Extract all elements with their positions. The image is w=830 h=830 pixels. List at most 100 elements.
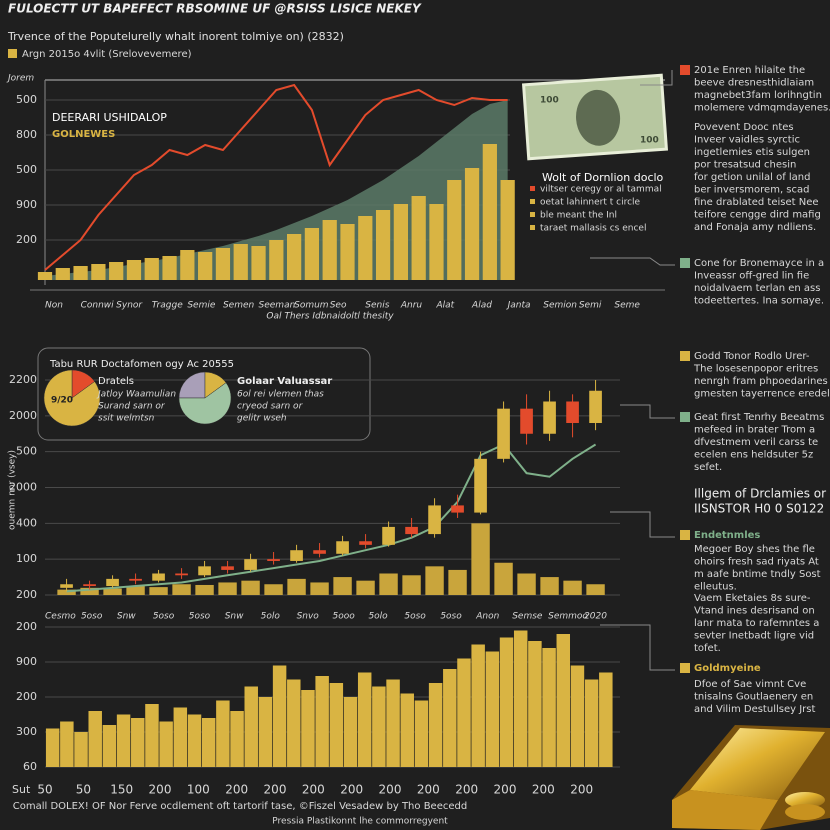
y-tick-label: 500 <box>16 163 37 176</box>
side-note: lanr mata to rafemntes a <box>694 618 819 629</box>
pie-note: Surand sarn or <box>98 402 166 412</box>
pie-note: gelitr wseh <box>237 414 287 424</box>
bar <box>195 584 214 595</box>
x-tick-label: 200 <box>494 783 517 797</box>
bar <box>55 268 70 280</box>
side-note: and Vilim Destullsey Jrst <box>694 704 815 715</box>
side-note: magnebet3fam lorihngtin <box>694 90 822 101</box>
pie-title: Golaar Valuassar <box>237 376 332 387</box>
x-tick-label: 5oso <box>153 612 175 622</box>
side-note: molemere vdmqmdayenes. <box>694 103 830 114</box>
side-note: sefet. <box>694 462 722 473</box>
x-tick-label: 2020 <box>584 612 607 622</box>
legend-swatch <box>530 225 535 230</box>
pie-slice <box>178 382 232 425</box>
bar <box>201 718 216 767</box>
x-tick-label: 200 <box>302 783 325 797</box>
side-note: Goldmyeine <box>694 663 761 674</box>
side-note: gmesten tayerrence eredel. <box>694 389 830 400</box>
side-note: sevter Inetbadt ligre vid <box>694 631 814 642</box>
x-tick-label: Semen <box>223 301 255 311</box>
legend-item: oetat lahinnert t circle <box>540 198 641 208</box>
bar <box>301 690 315 767</box>
swatch <box>680 412 690 422</box>
legend-label: Argn 2015o 4vlit (Srelovevemere) <box>22 49 192 60</box>
bar <box>172 584 191 595</box>
x-tick-label: 5oso <box>189 612 211 622</box>
x-axis-title: Sut <box>12 783 31 796</box>
y-tick-label: 500 <box>16 93 37 106</box>
y-tick-label: 2000 <box>9 409 37 422</box>
bar <box>471 523 490 595</box>
bar <box>145 704 159 767</box>
bar <box>180 250 195 280</box>
bar <box>494 562 513 595</box>
bar <box>386 679 400 767</box>
candle-body <box>221 566 234 570</box>
x-tick-label: Anon <box>475 612 499 622</box>
candle-body <box>474 458 487 513</box>
bar <box>233 244 248 280</box>
x-tick-label: 200 <box>379 783 402 797</box>
bar <box>443 669 457 767</box>
bar <box>162 256 177 280</box>
y-tick-label: 200 <box>16 233 37 246</box>
candle-body <box>198 566 211 576</box>
bar <box>116 714 131 767</box>
annotation: DEERARI USHIDALOP <box>52 111 167 124</box>
bar <box>241 580 260 595</box>
side-note: nenrgh fram phpoedarines <box>694 376 828 387</box>
bar <box>304 228 320 280</box>
side-note: ingetlemies etis sulgen <box>694 147 810 158</box>
bar <box>599 672 613 767</box>
x-tick-label: 150 <box>110 783 133 797</box>
bar <box>499 637 514 767</box>
x-tick-label: 200 <box>570 783 593 797</box>
y-tick-label: 900 <box>16 198 37 211</box>
candle-body <box>175 573 188 576</box>
bar <box>411 196 426 280</box>
side-note: IISNSTOR H0 0 S0122 <box>694 502 824 516</box>
pie-panel <box>37 347 371 441</box>
bar <box>264 584 283 595</box>
bar <box>131 718 145 767</box>
bar <box>570 665 585 767</box>
y-tick-label: 800 <box>16 128 37 141</box>
x-tick-label: Snw <box>117 612 136 622</box>
x-tick-label: Snw <box>225 612 244 622</box>
side-note: Inveassr off-gred lin fie <box>694 271 809 282</box>
pie-note: 6ol rei vlemen thas <box>237 390 324 400</box>
svg-text:100: 100 <box>540 96 559 106</box>
bar <box>375 210 391 280</box>
x-tick-label: 5oso <box>440 612 462 622</box>
candle-body <box>589 390 602 423</box>
x-tick-label: 5oso <box>81 612 103 622</box>
side-note: The losesenpopor eritres <box>693 364 818 375</box>
candle-body <box>566 401 579 423</box>
y-tick-label: 200 <box>16 690 37 703</box>
y-tick-label: 200 <box>16 620 37 633</box>
side-note: Vtand ines desrisand on <box>694 606 815 617</box>
x-tick-label: Alad <box>471 301 492 311</box>
x-tick-label: Snvo <box>297 612 320 622</box>
candle-body <box>83 584 96 587</box>
side-note: todeettertes. Ina sornaye. <box>694 296 824 307</box>
bar <box>485 651 500 767</box>
bar <box>333 577 352 595</box>
candle-body <box>520 408 533 434</box>
bar <box>269 240 284 280</box>
swatch <box>680 663 690 673</box>
bar <box>563 580 582 595</box>
candle-body <box>543 401 556 434</box>
x-tick-label: 200 <box>264 783 287 797</box>
x-tick-label: Senis <box>365 301 389 311</box>
y-tick-label: 200 <box>16 588 37 601</box>
x-tick-label: Alat <box>435 301 454 311</box>
bar <box>218 582 237 595</box>
footer: Comall DOLEX! OF Nor Ferve ocdlement oft… <box>13 801 467 812</box>
candle-body <box>267 559 280 561</box>
gold-bar <box>672 725 830 830</box>
bar <box>173 707 188 767</box>
candle-body <box>290 550 303 561</box>
